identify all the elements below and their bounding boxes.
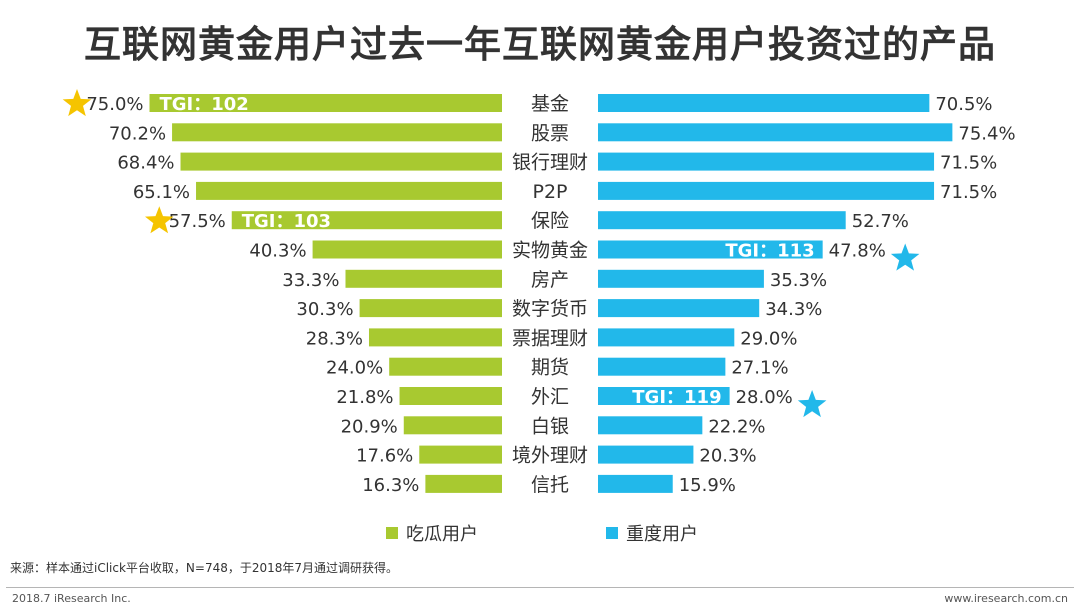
category-label-11: 白银 <box>531 415 569 437</box>
category-label-4: 保险 <box>531 210 569 232</box>
bar-right-3 <box>598 181 935 200</box>
bar-right-13 <box>598 474 673 493</box>
star-icon-2 <box>890 243 920 271</box>
bar-right-8 <box>598 328 735 347</box>
bar-right-9 <box>598 357 726 376</box>
value-label-left-1: 70.2% <box>109 123 166 144</box>
bar-left-5 <box>312 240 502 259</box>
star-icon-3 <box>797 390 827 418</box>
bar-left-4 <box>231 211 502 230</box>
value-label-right-5: 47.8% <box>829 241 886 262</box>
category-label-10: 外汇 <box>531 386 569 408</box>
value-label-right-10: 28.0% <box>736 387 793 408</box>
bar-right-6 <box>598 269 764 288</box>
value-label-right-13: 15.9% <box>679 475 736 496</box>
legend-label-right: 重度用户 <box>626 524 698 545</box>
chart-title: 互联网黄金用户过去一年互联网黄金用户投资过的产品 <box>84 23 996 66</box>
bar-right-0 <box>598 94 930 112</box>
bar-right-12 <box>598 445 694 464</box>
tgi-label-0: TGI：102 <box>160 94 249 115</box>
footer-website: www.iresearch.com.cn <box>944 592 1068 605</box>
butterfly-bar-chart: 基金 75.0% 70.5% 股票 70.2% 75.4% 银行理财 68.4% 71.5% P2… <box>62 89 1016 496</box>
value-label-left-3: 65.1% <box>133 182 190 203</box>
source-note: 来源：样本通过iClick平台收取，N=748，于2018年7月通过调研获得。 <box>10 561 399 575</box>
bar-left-6 <box>345 269 502 288</box>
tgi-label-2: TGI：113 <box>725 241 814 262</box>
bar-right-2 <box>598 152 935 171</box>
bar-right-1 <box>598 123 953 142</box>
category-label-12: 境外理财 <box>512 445 588 467</box>
category-label-8: 票据理财 <box>512 327 588 349</box>
bar-right-11 <box>598 416 703 435</box>
value-label-left-8: 28.3% <box>306 328 363 349</box>
bar-right-5 <box>598 240 823 259</box>
bar-left-2 <box>180 152 502 171</box>
bar-left-8 <box>368 328 502 347</box>
category-label-2: 银行理财 <box>512 152 588 174</box>
bar-left-10 <box>399 387 502 405</box>
bar-left-1 <box>172 123 502 142</box>
legend-swatch-green <box>386 527 398 539</box>
bar-right-4 <box>598 211 846 230</box>
footer-copyright: 2018.7 iResearch Inc. <box>12 592 131 605</box>
category-label-13: 信托 <box>531 474 569 496</box>
value-label-left-0: 75.0% <box>86 94 143 115</box>
value-label-right-2: 71.5% <box>940 153 997 174</box>
star-icon-1 <box>145 206 174 234</box>
tgi-label-3: TGI：119 <box>632 387 721 408</box>
value-label-right-9: 27.1% <box>731 358 788 379</box>
category-label-5: 实物黄金 <box>512 240 588 262</box>
value-label-left-4: 57.5% <box>169 211 226 232</box>
category-label-9: 期货 <box>531 357 569 379</box>
bar-left-0 <box>149 94 502 112</box>
bar-right-7 <box>598 299 760 318</box>
bar-right-10 <box>598 387 730 405</box>
bar-left-13 <box>425 474 502 493</box>
value-label-right-11: 22.2% <box>708 416 765 437</box>
bar-left-3 <box>196 181 502 200</box>
value-label-right-8: 29.0% <box>740 328 797 349</box>
value-label-left-6: 33.3% <box>282 270 339 291</box>
category-label-7: 数字货币 <box>512 298 588 320</box>
value-label-right-3: 71.5% <box>940 182 997 203</box>
bar-left-12 <box>419 445 502 464</box>
value-label-right-1: 75.4% <box>958 123 1015 144</box>
value-label-left-9: 24.0% <box>326 358 383 379</box>
value-label-right-7: 34.3% <box>765 299 822 320</box>
category-label-1: 股票 <box>531 122 569 144</box>
footer-divider <box>6 587 1074 588</box>
category-label-0: 基金 <box>531 93 569 115</box>
legend-swatch-blue <box>606 527 618 539</box>
value-label-right-6: 35.3% <box>770 270 827 291</box>
tgi-label-1: TGI：103 <box>242 211 331 232</box>
legend-label-left: 吃瓜用户 <box>406 524 478 545</box>
value-label-right-12: 20.3% <box>699 446 756 467</box>
legend-item-left: 吃瓜用户 <box>386 520 478 546</box>
value-label-left-5: 40.3% <box>249 241 306 262</box>
value-label-left-10: 21.8% <box>336 387 393 408</box>
value-label-left-12: 17.6% <box>356 446 413 467</box>
value-label-right-0: 70.5% <box>935 94 992 115</box>
legend-item-right: 重度用户 <box>606 520 698 546</box>
star-icon-0 <box>62 89 92 117</box>
category-label-6: 房产 <box>531 269 569 291</box>
value-label-right-4: 52.7% <box>852 211 909 232</box>
bar-left-9 <box>389 357 502 376</box>
value-label-left-13: 16.3% <box>362 475 419 496</box>
bar-left-7 <box>359 299 502 318</box>
value-label-left-2: 68.4% <box>117 153 174 174</box>
bar-left-11 <box>403 416 502 435</box>
value-label-left-7: 30.3% <box>296 299 353 320</box>
category-label-3: P2P <box>532 181 567 203</box>
value-label-left-11: 20.9% <box>341 416 398 437</box>
